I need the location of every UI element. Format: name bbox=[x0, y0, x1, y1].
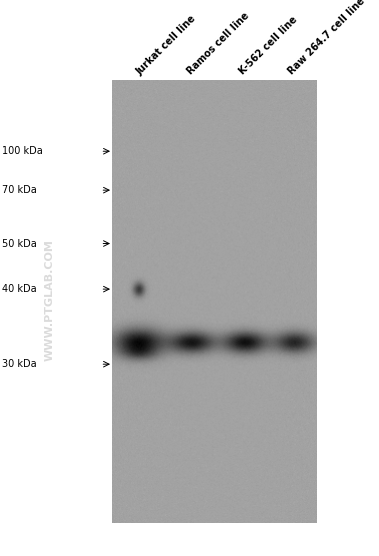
Text: K-562 cell line: K-562 cell line bbox=[237, 15, 299, 77]
Text: 70 kDa: 70 kDa bbox=[2, 185, 37, 195]
Text: 100 kDa: 100 kDa bbox=[2, 146, 43, 156]
Text: 50 kDa: 50 kDa bbox=[2, 239, 37, 249]
Text: Raw 264.7 cell line: Raw 264.7 cell line bbox=[286, 0, 366, 77]
Text: Jurkat cell line: Jurkat cell line bbox=[135, 13, 198, 77]
Text: 40 kDa: 40 kDa bbox=[2, 284, 36, 294]
Text: WWW.PTGLAB.COM: WWW.PTGLAB.COM bbox=[44, 239, 54, 361]
Text: Ramos cell line: Ramos cell line bbox=[186, 11, 252, 77]
Text: 30 kDa: 30 kDa bbox=[2, 359, 36, 369]
